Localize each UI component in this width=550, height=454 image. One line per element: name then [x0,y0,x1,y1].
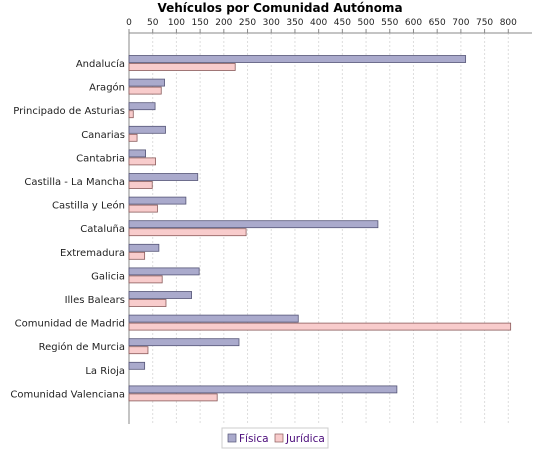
bar-juridica [128,133,138,142]
bar-fisica [128,149,146,158]
bar-series [128,55,512,402]
x-tick-label: 50 [147,18,159,28]
chart-title: Vehículos por Comunidad Autónoma [157,1,402,15]
bar-fisica [128,102,156,111]
bar-juridica [128,181,153,189]
x-tick-label: 150 [192,18,209,28]
bar-juridica [128,299,167,307]
x-tick-label: 550 [381,18,398,28]
legend: Física Jurídica [221,427,329,449]
x-tick-label: 300 [263,18,280,28]
bar-juridica [128,322,512,331]
category-label: La Rioja [85,366,125,377]
bar-fisica [128,314,299,323]
bar-juridica [128,275,163,284]
x-tick-label: 200 [215,18,232,28]
bar-juridica [128,110,134,119]
legend-swatch-fisica [227,433,237,443]
category-label: Comunidad Valenciana [10,389,125,400]
bar-fisica [128,196,187,205]
legend-swatch-juridica [274,433,284,443]
bar-fisica [128,220,379,229]
x-tick-label: 400 [310,18,327,28]
bar-fisica [128,361,146,370]
x-tick-label: 600 [405,18,422,28]
bar-fisica [128,55,467,63]
bar-fisica [128,291,192,299]
x-tick-label: 350 [286,18,303,28]
bar-juridica [128,86,162,95]
x-tick-label: 650 [429,18,446,28]
category-label: Cataluña [80,224,125,235]
bar-fisica [128,125,166,134]
x-tick-label: 0 [126,18,132,28]
x-tick-label: 800 [500,18,517,28]
x-tick-label: 500 [357,18,374,28]
category-label: Cantabria [76,153,125,164]
bar-juridica [128,228,247,237]
category-label: Aragón [89,82,125,94]
category-label: Extremadura [60,248,125,259]
bar-juridica [128,63,236,71]
bar-fisica [128,173,199,181]
category-label: Castilla - La Mancha [24,177,125,188]
category-axis: Andalucía Aragón Principado de Asturias Can… [10,58,125,400]
x-tick-label: 700 [452,18,469,28]
bar-juridica [128,346,149,355]
category-label: Illes Balears [65,295,125,306]
bar-juridica [128,251,146,260]
category-label: Región de Murcia [39,341,125,353]
x-tick-label: 100 [168,18,185,28]
x-tick-label: 750 [476,18,493,28]
category-label: Comunidad de Madrid [15,319,125,330]
category-label: Galicia [91,271,125,282]
bar-juridica [128,157,156,166]
category-label: Principado de Asturias [13,106,125,117]
grid-lines [152,33,509,424]
legend-label-fisica: Física [239,433,269,445]
category-label: Canarias [81,130,125,141]
legend-label-juridica: Jurídica [285,433,325,445]
bar-fisica [128,243,160,252]
bar-juridica [128,204,158,213]
bar-fisica [128,338,240,347]
x-tick-label: 250 [239,18,256,28]
bar-fisica [128,78,165,87]
bar-fisica [128,267,200,276]
category-label: Andalucía [76,58,125,70]
category-label: Castilla y León [52,200,125,212]
bar-fisica [128,385,398,394]
x-tick-label: 450 [334,18,351,28]
bar-juridica [128,393,218,402]
